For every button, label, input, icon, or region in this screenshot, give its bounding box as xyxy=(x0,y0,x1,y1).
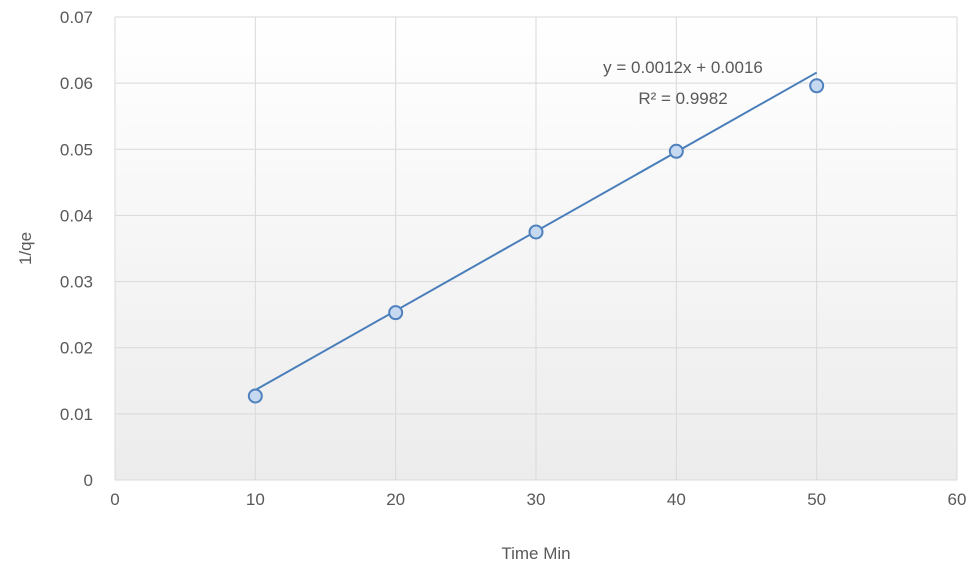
y-tick-label: 0.03 xyxy=(60,273,93,292)
y-tick-label: 0.02 xyxy=(60,339,93,358)
y-axis-ticks: 0 0.01 0.02 0.03 0.04 0.05 0.06 0.07 xyxy=(60,8,93,490)
data-point xyxy=(388,305,404,321)
data-point xyxy=(809,78,825,94)
x-tick-label: 30 xyxy=(527,490,546,509)
x-tick-label: 0 xyxy=(110,490,119,509)
y-tick-label: 0.05 xyxy=(60,140,93,159)
grid-lines xyxy=(114,16,958,481)
x-tick-label: 20 xyxy=(386,490,405,509)
trendline-r-squared: R² = 0.9982 xyxy=(638,89,727,108)
y-tick-label: 0 xyxy=(84,471,93,490)
y-tick-label: 0.06 xyxy=(60,74,93,93)
x-tick-label: 50 xyxy=(807,490,826,509)
data-point xyxy=(247,388,263,404)
data-point xyxy=(668,143,684,159)
x-tick-label: 10 xyxy=(246,490,265,509)
data-point xyxy=(528,224,544,240)
x-axis-ticks: 0 10 20 30 40 50 60 xyxy=(110,490,966,509)
trendline-equation: y = 0.0012x + 0.0016 xyxy=(603,58,763,77)
x-tick-label: 60 xyxy=(948,490,967,509)
x-axis-label: Time Min xyxy=(501,544,570,563)
y-axis-label: 1/qe xyxy=(16,232,35,265)
data-points xyxy=(247,78,825,404)
y-tick-label: 0.07 xyxy=(60,8,93,27)
y-tick-label: 0.01 xyxy=(60,405,93,424)
y-tick-label: 0.04 xyxy=(60,206,93,225)
x-tick-label: 40 xyxy=(667,490,686,509)
